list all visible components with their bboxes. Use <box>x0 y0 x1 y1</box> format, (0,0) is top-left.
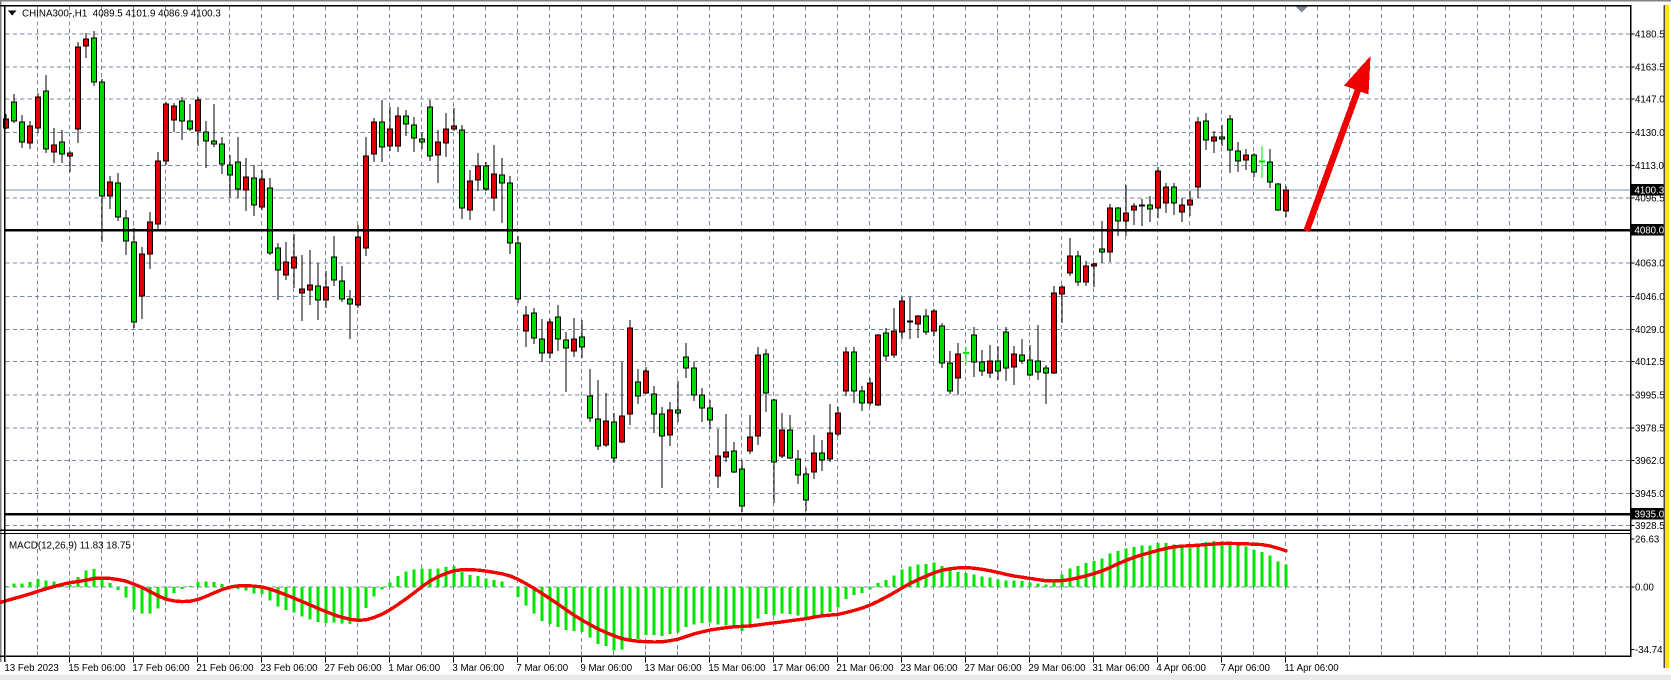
svg-text:4012.5: 4012.5 <box>1635 357 1665 368</box>
svg-text:4 Apr 06:00: 4 Apr 06:00 <box>1156 663 1206 674</box>
svg-text:4096.5: 4096.5 <box>1635 193 1665 204</box>
svg-text:23 Mar 06:00: 23 Mar 06:00 <box>900 663 958 674</box>
svg-text:17 Feb 06:00: 17 Feb 06:00 <box>132 663 190 674</box>
svg-text:29 Mar 06:00: 29 Mar 06:00 <box>1028 663 1086 674</box>
svg-text:21 Feb 06:00: 21 Feb 06:00 <box>196 663 254 674</box>
svg-text:7 Mar 06:00: 7 Mar 06:00 <box>516 663 568 674</box>
svg-text:3978.5: 3978.5 <box>1635 424 1665 435</box>
svg-text:4147.0: 4147.0 <box>1635 95 1665 106</box>
svg-text:4029.0: 4029.0 <box>1635 325 1665 336</box>
svg-text:7 Apr 06:00: 7 Apr 06:00 <box>1220 663 1270 674</box>
svg-text:27 Feb 06:00: 27 Feb 06:00 <box>324 663 382 674</box>
svg-text:4113.0: 4113.0 <box>1635 161 1665 172</box>
svg-text:1 Mar 06:00: 1 Mar 06:00 <box>388 663 440 674</box>
svg-text:9 Mar 06:00: 9 Mar 06:00 <box>580 663 632 674</box>
svg-text:3935.0: 3935.0 <box>1635 509 1665 520</box>
svg-text:0.00: 0.00 <box>1635 583 1654 594</box>
svg-text:MACD(12,26,9) 11.83 18.75: MACD(12,26,9) 11.83 18.75 <box>9 541 131 552</box>
svg-text:4163.5: 4163.5 <box>1635 63 1665 74</box>
svg-text:4063.0: 4063.0 <box>1635 259 1665 270</box>
svg-text:21 Mar 06:00: 21 Mar 06:00 <box>836 663 894 674</box>
svg-text:3 Mar 06:00: 3 Mar 06:00 <box>452 663 504 674</box>
svg-text:4046.0: 4046.0 <box>1635 292 1665 303</box>
svg-text:-34.74: -34.74 <box>1635 645 1663 656</box>
svg-text:13 Mar 06:00: 13 Mar 06:00 <box>644 663 702 674</box>
svg-text:17 Mar 06:00: 17 Mar 06:00 <box>772 663 830 674</box>
svg-text:4080.0: 4080.0 <box>1635 225 1665 236</box>
svg-text:11 Apr 06:00: 11 Apr 06:00 <box>1284 663 1339 674</box>
svg-text:15 Mar 06:00: 15 Mar 06:00 <box>708 663 766 674</box>
svg-text:3945.0: 3945.0 <box>1635 489 1665 500</box>
svg-text:4130.0: 4130.0 <box>1635 128 1665 139</box>
svg-text:3995.5: 3995.5 <box>1635 390 1665 401</box>
svg-text:CHINA300-,H1 4089.5 4101.9 40: CHINA300-,H1 4089.5 4101.9 4086.9 4100.3 <box>22 9 221 20</box>
svg-text:26.63: 26.63 <box>1635 535 1659 546</box>
svg-text:31 Mar 06:00: 31 Mar 06:00 <box>1092 663 1150 674</box>
svg-text:27 Mar 06:00: 27 Mar 06:00 <box>964 663 1022 674</box>
svg-text:3962.0: 3962.0 <box>1635 456 1665 467</box>
svg-text:3928.5: 3928.5 <box>1635 521 1665 532</box>
svg-text:13 Feb 2023: 13 Feb 2023 <box>4 663 58 674</box>
svg-text:4100.3: 4100.3 <box>1635 186 1665 197</box>
svg-text:23 Feb 06:00: 23 Feb 06:00 <box>260 663 318 674</box>
svg-text:4180.5: 4180.5 <box>1635 29 1665 40</box>
svg-text:15 Feb 06:00: 15 Feb 06:00 <box>68 663 126 674</box>
